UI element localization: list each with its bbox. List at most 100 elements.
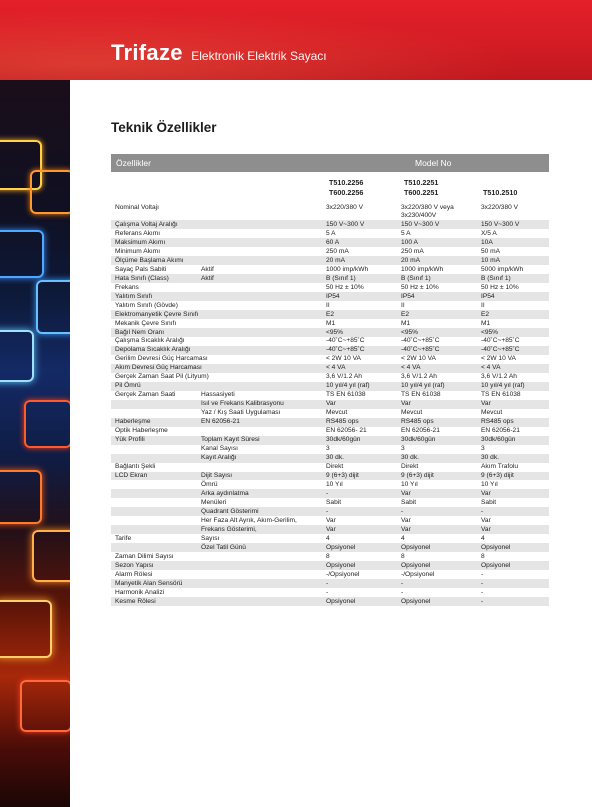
table-cell: RS485 ops — [326, 418, 359, 426]
table-row: Referans Akımı 5 A 5 A X/5 A — [111, 229, 549, 238]
table-cell: 3x220/380 V — [326, 203, 364, 211]
table-row: Yük Profili Toplam Kayıt Süresi 30dk/60gün… — [111, 435, 549, 445]
table-cell: Opsiyonel — [326, 561, 356, 569]
table-cell: <95% — [401, 328, 419, 336]
table-row: Çalışma Sıcaklık Aralığı -40˚C~+85˚C -40˚C… — [111, 337, 549, 346]
table-cell: Mevcut — [326, 409, 348, 417]
table-cell: 250 mA — [326, 247, 349, 255]
table-cell: 3x220/380 V veya — [401, 203, 454, 211]
table-cell: 3 — [326, 445, 330, 453]
table-cell: Özel Tatil Günü — [201, 543, 246, 551]
table-cell: Kesme Rölesi — [115, 597, 156, 605]
table-cell: Alarm Rölesi — [115, 570, 153, 578]
table-cell: -40˚C~+85˚C — [326, 346, 365, 354]
table-cell: 60 A — [326, 238, 340, 246]
table-cell: - — [326, 579, 329, 587]
table-cell: 30 dk. — [481, 454, 499, 462]
table-row: Alarm Rölesi -/Opsiyonel -/Opsiyonel - — [111, 570, 549, 579]
table-cell: - — [481, 507, 484, 515]
table-cell: Kayıt Aralığı — [201, 454, 237, 462]
table-cell: E2 — [481, 310, 490, 318]
table-cell: - — [401, 579, 404, 587]
table-cell: 30dk/60gün — [481, 436, 516, 444]
table-cell: - — [326, 588, 329, 596]
table-cell: Var — [481, 400, 491, 408]
table-cell: 8 — [481, 552, 485, 560]
table-cell: <95% — [481, 328, 499, 336]
table-cell: Direkt — [326, 463, 344, 471]
table-cell: Mevcut — [481, 409, 503, 417]
table-row: Maksimum Akımı 60 A 100 A 10A — [111, 238, 549, 248]
table-cell: Frekans — [115, 283, 139, 291]
table-cell: Gerçek Zaman Saati — [115, 391, 176, 399]
table-row: Arka aydınlatma - Var Var — [111, 489, 549, 499]
table-cell: Opsiyonel — [481, 561, 511, 569]
table-row: Kayıt Aralığı 30 dk. 30 dk. 30 dk. — [111, 453, 549, 463]
table-cell: Akım Devresi Güç Harcaması — [115, 364, 202, 372]
table-cell: Nominal Voltajı — [115, 203, 159, 211]
table-cell: Sayaç Pals Sabiti — [115, 265, 167, 273]
table-cell: Yük Profili — [115, 436, 145, 444]
table-cell: < 2W 10 VA — [401, 355, 436, 363]
page-title: Teknik Özellikler — [111, 120, 217, 135]
table-cell: B (Sınıf 1) — [481, 274, 511, 282]
table-cell: IP54 — [481, 292, 495, 300]
model-header-1: T510.2256 T600.2256 — [329, 178, 363, 198]
table-cell: EN 62056- 21 — [326, 427, 367, 435]
table-cell: Aktif — [201, 265, 214, 273]
table-cell: 4 — [326, 534, 330, 542]
table-cell: Sabit — [326, 498, 342, 506]
table-cell: Toplam Kayıt Süresi — [201, 436, 260, 444]
table-cell: M1 — [481, 319, 491, 327]
table-cell: 1000 imp/kWh — [326, 265, 369, 273]
table-cell: Kanal Sayısı — [201, 445, 239, 453]
header-model-no: Model No — [415, 158, 452, 168]
table-cell: 150 V~300 V — [481, 220, 520, 228]
table-cell: - — [326, 507, 329, 515]
table-cell: Ömrü — [201, 480, 218, 488]
table-cell: - — [481, 570, 484, 578]
table-cell: 5 A — [326, 229, 336, 237]
model-code: T510.2510 — [483, 188, 518, 197]
table-cell: Harmonik Analizi — [115, 588, 165, 596]
model-code: T600.2256 — [329, 188, 364, 197]
table-cell: - — [401, 507, 404, 515]
table-cell: Optik Haberleşme — [115, 427, 168, 435]
table-cell: X/5 A — [481, 229, 497, 237]
table-cell: 3x220/380 V — [481, 203, 519, 211]
table-cell: 3,6 V/1.2 Ah — [481, 373, 517, 381]
table-row: Ölçüme Başlama Akımı 20 mA 20 mA 10 mA — [111, 256, 549, 266]
table-row: Yalıtım Sınıfı IP54 IP54 IP54 — [111, 292, 549, 302]
table-cell: 10A — [481, 238, 493, 246]
table-cell: 4 — [401, 534, 405, 542]
table-cell: -40˚C~+85˚C — [401, 346, 440, 354]
model-header-2: T510.2251 T600.2251 — [404, 178, 438, 198]
table-cell: Çalışma Sıcaklık Aralığı — [115, 337, 185, 345]
table-row: Tarife Sayısı 4 4 4 — [111, 534, 549, 543]
table-cell: Var — [481, 516, 491, 524]
table-cell: Hassasiyeti — [201, 391, 235, 399]
table-cell: Aktif — [201, 274, 214, 282]
table-row: Sayaç Pals Sabiti Aktif 1000 imp/kWh 1000 i… — [111, 265, 549, 274]
table-cell: Bağlantı Şekli — [115, 463, 156, 471]
table-cell: Sabit — [401, 498, 417, 506]
table-cell: - — [401, 588, 404, 596]
table-row: Harmonik Analizi - - - — [111, 588, 549, 597]
table-cell: Her Faza Alt Ayrık, Akım-Gerilim, — [201, 516, 297, 524]
table-cell: IP54 — [401, 292, 415, 300]
table-row: LCD Ekran Dijit Sayısı 9 (6+3) dijit 9 (6+3… — [111, 471, 549, 481]
table-row: Frekans 50 Hz ± 10% 50 Hz ± 10% 50 Hz ± 10% — [111, 283, 549, 292]
table-row: Yaz / Kış Saati Uygulaması Mevcut Mevcut Me… — [111, 409, 549, 418]
table-cell: Referans Akımı — [115, 229, 161, 237]
table-row: Gerçek Zaman Saat Pil (Lityum) 3,6 V/1.2 … — [111, 373, 549, 382]
table-cell: Sezon Yapısı — [115, 561, 154, 569]
model-header-3: T510.2510 — [483, 188, 517, 198]
table-cell: Gerçek Zaman Saat Pil (Lityum) — [115, 373, 209, 381]
table-cell: Var — [401, 516, 411, 524]
table-row: Çalışma Voltaj Aralığı 150 V~300 V 150 V~3… — [111, 220, 549, 230]
table-cell: 10 yıl/4 yıl (raf) — [401, 382, 445, 390]
table-cell: 3x230/400V — [401, 212, 437, 219]
table-cell: - — [481, 579, 484, 587]
table-cell: Manyetik Alan Sensörü — [115, 579, 183, 587]
table-cell: 3 — [481, 445, 485, 453]
